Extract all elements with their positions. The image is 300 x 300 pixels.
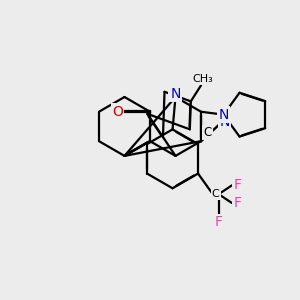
Text: F: F — [234, 196, 242, 210]
Text: S: S — [169, 85, 178, 99]
Text: N: N — [219, 115, 230, 129]
Text: O: O — [112, 105, 123, 119]
Text: C: C — [204, 126, 212, 139]
Text: F: F — [234, 178, 242, 192]
Text: C: C — [212, 189, 220, 199]
Text: N: N — [170, 87, 181, 101]
Text: N: N — [218, 108, 229, 122]
Text: CH₃: CH₃ — [192, 74, 213, 84]
Text: F: F — [215, 215, 223, 229]
